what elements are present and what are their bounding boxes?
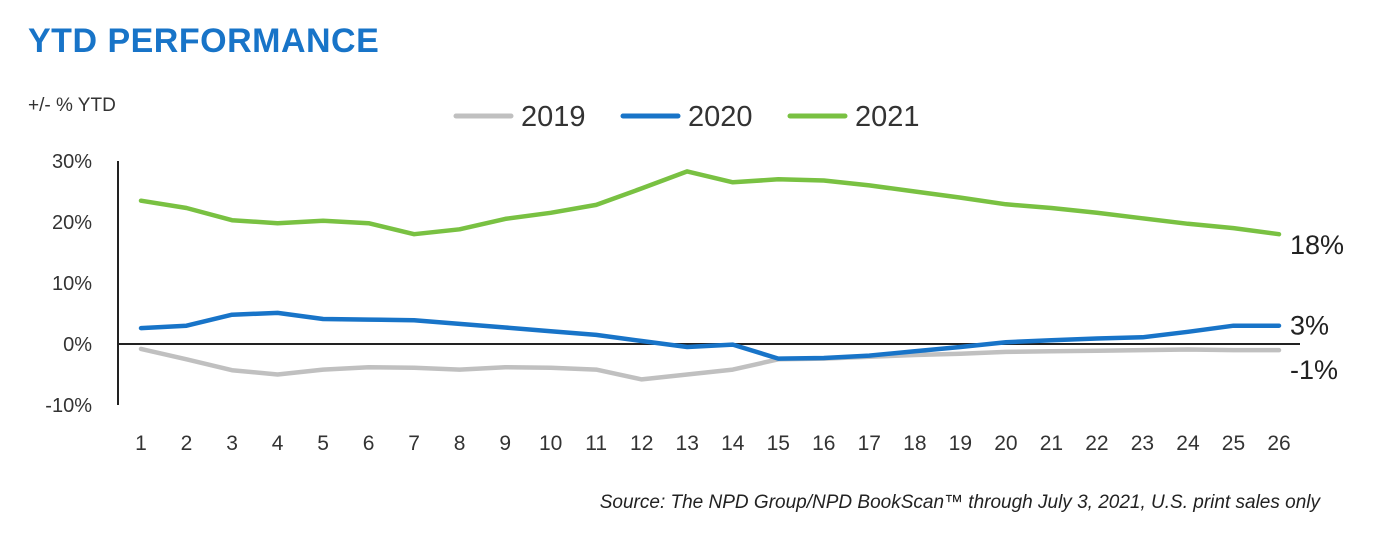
x-tick-label: 20	[994, 432, 1017, 455]
end-label-2020: 3%	[1290, 311, 1329, 341]
x-tick-label: 22	[1085, 432, 1108, 455]
x-tick-label: 7	[408, 432, 420, 455]
series-line-2021	[138, 169, 1282, 237]
x-tick-label: 14	[721, 432, 745, 455]
x-tick-label: 16	[812, 432, 835, 455]
x-tick-label: 11	[585, 432, 607, 455]
x-tick-label: 8	[454, 432, 466, 455]
x-tick-label: 2	[181, 432, 193, 455]
x-tick-label: 18	[903, 432, 926, 455]
page-title: YTD PERFORMANCE	[28, 22, 380, 60]
y-tick-label: 20%	[52, 212, 92, 234]
legend: 2019 2020 2021	[453, 101, 920, 133]
y-tick-label: 0%	[63, 334, 92, 356]
x-tick-label: 5	[317, 432, 329, 455]
x-tick-label: 1	[135, 432, 147, 455]
x-tick-label: 12	[630, 432, 653, 455]
legend-label-2019: 2019	[521, 101, 586, 133]
legend-label-2021: 2021	[855, 101, 920, 133]
x-tick-label: 26	[1267, 432, 1290, 455]
legend-label-2020: 2020	[688, 101, 753, 133]
y-tick-label: 10%	[52, 273, 92, 295]
end-labels: -1% 3% 18%	[1290, 230, 1344, 385]
x-tick-label: 21	[1040, 432, 1063, 455]
source-note: Source: The NPD Group/NPD BookScan™ thro…	[599, 492, 1320, 513]
x-tick-label: 6	[363, 432, 375, 455]
series-line-2020	[138, 310, 1282, 361]
y-axis-label: +/- % YTD	[28, 95, 116, 116]
x-tick-label: 25	[1222, 432, 1245, 455]
x-tick-label: 3	[226, 432, 238, 455]
series-layer	[138, 169, 1282, 382]
y-tick-label: 30%	[52, 151, 92, 173]
x-tick-label: 19	[949, 432, 972, 455]
x-axis: 1 2 3 4 5 6 7 8 9 10 11 12 13 14 15 16 17 18 19 20 21 22 23 24 2…	[135, 432, 1291, 455]
end-label-2021: 18%	[1290, 230, 1344, 260]
x-tick-label: 4	[272, 432, 284, 455]
series-line-2019	[138, 346, 1282, 382]
x-tick-label: 15	[767, 432, 790, 455]
x-tick-label: 17	[858, 432, 881, 455]
x-tick-label: 9	[499, 432, 511, 455]
y-tick-label: -10%	[45, 395, 92, 417]
x-tick-label: 24	[1176, 432, 1200, 455]
x-tick-label: 10	[539, 432, 562, 455]
x-tick-label: 23	[1131, 432, 1154, 455]
x-tick-label: 13	[676, 432, 699, 455]
end-label-2019: -1%	[1290, 355, 1338, 385]
